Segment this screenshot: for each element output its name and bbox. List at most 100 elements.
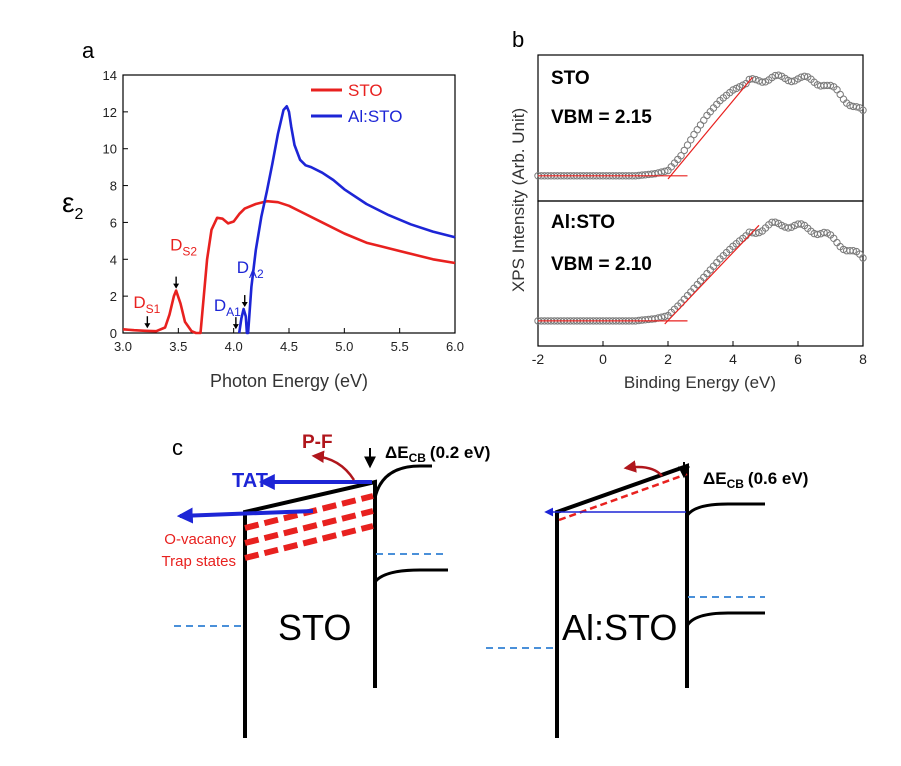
x-tick-label-a: 4.0: [225, 339, 243, 354]
trap-label-line1: O-vacancy: [164, 531, 236, 548]
slope-fit-sto: [667, 76, 753, 180]
series-group-b: [534, 71, 867, 325]
annotation-arrowhead-a1: [232, 324, 239, 330]
series-line-alsto: [237, 105, 456, 335]
delta-ecb-label-sto: ΔECB (0.2 eV): [385, 443, 490, 465]
vbm-label-alsto: VBM = 2.10: [551, 254, 652, 275]
xps-point-alsto: [813, 230, 822, 239]
annotations-a: DS1 DS2 DA1 DA2: [133, 236, 264, 330]
x-axis-a: 3.0 3.5 4.0 4.5 5.0 5.5 6.0: [114, 328, 464, 354]
xps-point-alsto: [778, 221, 786, 230]
xps-point-alsto: [784, 224, 792, 232]
band-diagram-alsto: Al:STO ΔECB (0.6 eV): [486, 460, 808, 738]
x-tick-label-b: 2: [664, 351, 672, 367]
pf-label: P-F: [302, 432, 333, 453]
xps-point-sto: [683, 141, 692, 149]
y-axis-label-a: ε2: [62, 187, 83, 223]
x-tick-label-a: 6.0: [446, 339, 464, 354]
trap-state-3: [244, 523, 374, 561]
panel-label-b: b: [512, 27, 524, 52]
x-tick-label-b: 6: [794, 351, 802, 367]
x-tick-label-a: 3.5: [169, 339, 187, 354]
panel-label-a: a: [82, 38, 95, 63]
xps-point-alsto: [752, 229, 760, 237]
annotation-arrowhead-s1: [144, 323, 151, 329]
sto-electrode-band-lower: [373, 568, 448, 584]
annotation-label-s2: DS2: [170, 236, 197, 259]
y-tick-label-a: 14: [103, 68, 117, 83]
series-line-sto: [122, 199, 456, 335]
band-diagram-sto: TAT P-F O-vacancy Trap states STO ΔECB (0…: [162, 432, 490, 738]
xps-point-sto: [680, 146, 688, 155]
alsto-trap-state: [558, 472, 688, 522]
plot-frame-b-bottom: [537, 200, 864, 347]
sto-electrode-band-upper: [373, 464, 432, 499]
sto-conduction-band: [243, 479, 377, 738]
legend-label-alsto: Al:STO: [348, 107, 402, 126]
x-tick-label-a: 3.0: [114, 339, 132, 354]
x-tick-label-b: 4: [729, 351, 737, 367]
x-axis-b: -2 0 2 4 6 8: [532, 341, 867, 367]
legend-label-sto: STO: [348, 81, 383, 100]
x-tick-label-a: 5.5: [391, 339, 409, 354]
xps-point-sto: [826, 81, 835, 90]
y-axis-label-b: XPS Intensity (Arb. Unit): [509, 108, 528, 292]
x-tick-label-b: 8: [859, 351, 867, 367]
legend-a: STO Al:STO: [311, 81, 402, 126]
x-axis-label-b: Binding Energy (eV): [624, 373, 776, 392]
x-tick-label-a: 4.5: [280, 339, 298, 354]
xps-point-sto: [852, 103, 861, 111]
panel-c: c TAT P-F O-vacancy Trap states STO ΔECB…: [162, 432, 808, 738]
y-tick-label-a: 12: [103, 105, 117, 120]
xps-point-alsto: [661, 312, 669, 321]
xps-point-alsto: [859, 254, 867, 262]
y-tick-label-a: 0: [110, 326, 117, 341]
annotation-arrowhead-a2: [241, 302, 248, 308]
x-tick-label-a: 5.0: [335, 339, 353, 354]
xps-point-alsto: [771, 218, 779, 226]
xps-point-sto: [748, 75, 757, 83]
xps-point-sto: [752, 75, 760, 84]
tat-label: TAT: [232, 470, 268, 492]
material-label-alsto: Al:STO: [562, 607, 677, 648]
sample-label-sto: STO: [551, 68, 590, 89]
x-tick-label-b: 0: [599, 351, 607, 367]
xps-point-sto: [787, 77, 796, 86]
alsto-pf-arrow: [623, 460, 663, 477]
annotation-label-a2: DA2: [237, 258, 264, 281]
y-tick-label-a: 2: [110, 289, 117, 304]
annotation-label-s1: DS1: [133, 293, 160, 316]
series-group-a: [122, 105, 456, 335]
trap-state-2: [244, 508, 374, 546]
annotation-label-a1: DA1: [214, 296, 241, 319]
xps-point-sto: [687, 136, 695, 144]
y-tick-label-a: 6: [110, 215, 117, 230]
xps-point-alsto: [820, 228, 828, 237]
xps-point-sto: [677, 152, 685, 160]
annotation-arrowhead-s2: [173, 283, 180, 289]
alsto-electrode-band-upper: [685, 502, 765, 517]
pf-arrow: [311, 450, 356, 481]
material-label-sto: STO: [278, 607, 351, 648]
delta-ecb-label-alsto: ΔECB (0.6 eV): [703, 469, 808, 491]
slope-fit-alsto: [664, 224, 760, 325]
panel-label-c: c: [172, 435, 183, 460]
y-tick-label-a: 4: [110, 252, 117, 267]
vbm-label-sto: VBM = 2.15: [551, 107, 652, 128]
panel-a: a 3.0 3.5 4.0 4.5 5.0 5.5 6.0 0 2 4 6 8 10 12 14 Phot…: [62, 38, 464, 391]
xps-point-sto: [758, 78, 766, 86]
xps-point-sto: [800, 72, 809, 81]
xps-point-sto: [696, 121, 705, 129]
x-axis-label-a: Photon Energy (eV): [210, 371, 368, 391]
hop-arrow: [176, 507, 314, 524]
y-axis-a: 0 2 4 6 8 10 12 14: [103, 68, 128, 341]
xps-point-alsto: [849, 247, 857, 255]
sample-label-alsto: Al:STO: [551, 212, 615, 233]
xps-point-sto: [774, 71, 783, 79]
y-tick-label-a: 10: [103, 142, 117, 157]
alsto-electrode-band-lower: [685, 611, 765, 627]
alsto-conduction-band: [555, 463, 689, 738]
x-tick-label-b: -2: [532, 351, 545, 367]
xps-point-sto: [661, 167, 669, 176]
